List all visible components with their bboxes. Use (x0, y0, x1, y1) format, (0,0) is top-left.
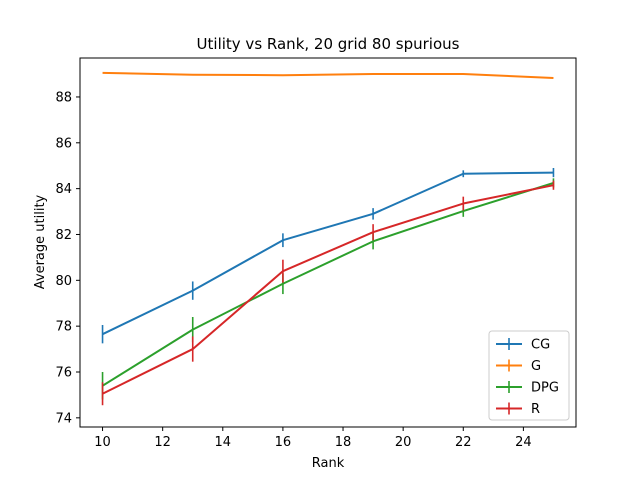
plot-frame (79, 57, 577, 428)
y-axis-label: Average utility (33, 194, 48, 289)
x-tick-label-5: 20 (395, 435, 412, 450)
y-tick-label-2: 78 (55, 320, 72, 335)
x-tick-label-4: 18 (335, 435, 352, 450)
legend-label-r: R (531, 402, 540, 417)
legend-item-dpg: DPG (496, 381, 559, 396)
x-tick-label-7: 24 (515, 435, 532, 450)
y-tick-label-0: 74 (55, 411, 72, 426)
legend-label-cg: CG (531, 338, 550, 353)
x-axis-label: Rank (312, 456, 345, 471)
series-layer (101, 71, 555, 406)
y-tick-label-7: 88 (55, 90, 72, 105)
y-tick-label-5: 84 (55, 182, 72, 197)
series-line-r (102, 184, 554, 395)
y-tick-label-1: 76 (55, 365, 72, 380)
x-tick-label-2: 14 (215, 435, 232, 450)
legend-label-dpg: DPG (531, 381, 559, 396)
x-tick-label-1: 12 (154, 435, 171, 450)
series-line-g (102, 71, 554, 79)
y-tick-label-4: 82 (55, 228, 72, 243)
y-tick-label-6: 86 (55, 136, 72, 151)
chart-title: Utility vs Rank, 20 grid 80 spurious (197, 35, 460, 53)
legend-box (488, 330, 570, 421)
legend: CG G DPG R (488, 330, 570, 421)
y-tick-label-3: 80 (55, 274, 72, 289)
legend-label-g: G (531, 359, 541, 374)
legend-item-cg: CG (496, 338, 550, 353)
x-tick-label-3: 16 (275, 435, 292, 450)
series-line-dpg (102, 181, 554, 387)
series-line-cg (102, 171, 554, 336)
legend-item-g: G (496, 359, 541, 374)
x-tick-label-6: 22 (455, 435, 472, 450)
series-r (101, 180, 555, 406)
series-cg (101, 168, 555, 344)
series-g (102, 71, 554, 79)
x-tick-label-0: 10 (94, 435, 111, 450)
y-axis: 74 76 78 80 82 84 86 88 (55, 90, 80, 426)
legend-item-r: R (496, 402, 540, 417)
x-axis: 10 12 14 16 18 20 22 24 (94, 427, 532, 450)
